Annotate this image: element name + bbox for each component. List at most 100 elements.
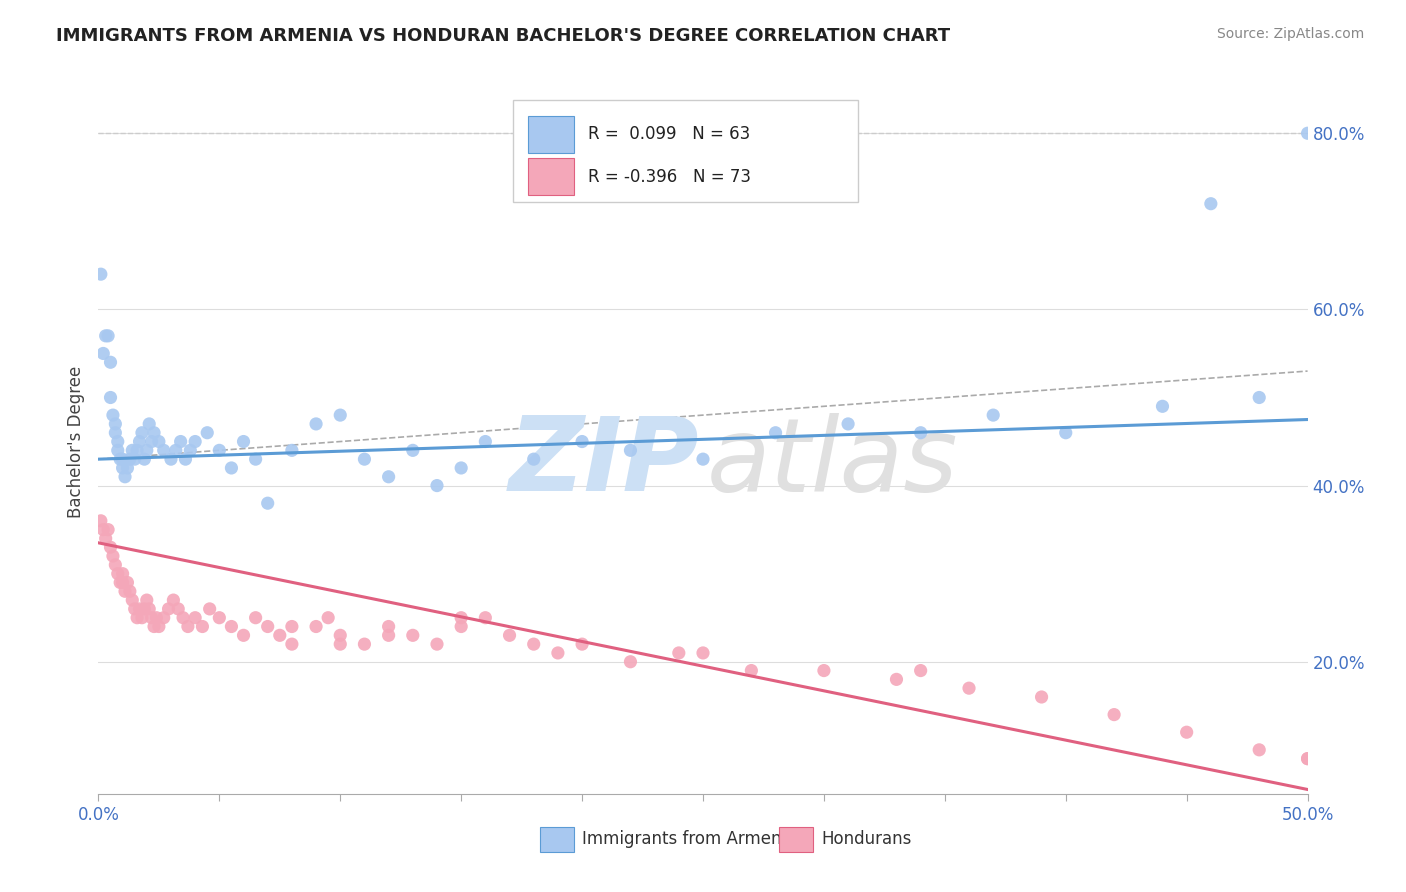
Point [128,434,150,449]
Point [281,443,304,458]
Point [117,461,139,475]
Point [152,610,174,624]
Point [1249,743,1271,757]
Point [100,391,122,405]
Point [111,461,134,475]
Point [111,452,134,467]
Text: Source: ZipAtlas.com: Source: ZipAtlas.com [1216,27,1364,41]
Point [316,610,339,624]
Point [450,619,472,633]
FancyBboxPatch shape [779,827,813,852]
Point [118,452,141,467]
Point [886,673,908,687]
FancyBboxPatch shape [527,116,574,153]
Y-axis label: Bachelor's Degree: Bachelor's Degree [66,366,84,517]
Text: R =  0.099   N = 63: R = 0.099 N = 63 [588,125,751,144]
Point [692,452,714,467]
Point [692,646,714,660]
FancyBboxPatch shape [540,827,574,852]
Point [256,496,278,510]
Point [547,646,569,660]
Point [910,664,932,678]
Point [101,408,124,422]
Point [523,452,546,467]
Point [426,637,449,651]
Point [167,602,190,616]
Point [474,434,496,449]
Text: IMMIGRANTS FROM ARMENIA VS HONDURAN BACHELOR'S DEGREE CORRELATION CHART: IMMIGRANTS FROM ARMENIA VS HONDURAN BACH… [56,27,950,45]
Point [329,628,352,642]
Point [523,637,546,651]
Point [141,434,163,449]
Point [232,434,254,449]
Point [329,408,352,422]
Point [910,425,932,440]
Point [1152,399,1174,413]
Point [104,417,127,431]
Point [148,434,170,449]
Point [177,619,200,633]
Point [221,619,243,633]
FancyBboxPatch shape [513,100,858,202]
Point [668,646,690,660]
Point [329,637,352,651]
Point [765,425,787,440]
Point [1199,196,1222,211]
Point [148,619,170,633]
Point [152,443,174,458]
Point [208,610,231,624]
Point [104,558,127,572]
Point [162,593,184,607]
Point [619,443,641,458]
Point [138,602,160,616]
Point [124,452,146,467]
Point [813,664,835,678]
Point [101,549,124,563]
Point [179,443,201,458]
Point [131,425,153,440]
Point [256,619,278,633]
Point [1031,690,1053,704]
Text: atlas: atlas [707,413,957,513]
Point [135,593,157,607]
Point [450,610,472,624]
Point [281,619,304,633]
Point [174,452,197,467]
Point [131,610,153,624]
Point [269,628,291,642]
Point [121,443,143,458]
Point [104,425,127,440]
Point [118,584,141,599]
Point [957,681,980,696]
Point [245,452,267,467]
Point [208,443,231,458]
Point [184,434,207,449]
Point [191,619,214,633]
Point [143,425,166,440]
Point [402,443,425,458]
Point [1296,751,1319,765]
Point [127,610,149,624]
FancyBboxPatch shape [527,158,574,194]
Point [232,628,254,642]
Point [474,610,496,624]
Point [172,610,194,624]
Point [124,602,146,616]
Point [143,619,166,633]
Point [157,602,180,616]
Point [94,532,117,546]
Point [108,575,131,590]
Point [91,346,114,360]
Text: Hondurans: Hondurans [821,830,912,848]
Point [107,434,129,449]
Point [305,619,328,633]
Point [107,443,129,458]
Point [305,417,328,431]
Point [127,443,149,458]
Point [571,434,593,449]
Point [91,523,114,537]
Text: Immigrants from Armenia: Immigrants from Armenia [582,830,796,848]
Point [160,452,183,467]
Point [111,575,134,590]
Point [169,434,191,449]
